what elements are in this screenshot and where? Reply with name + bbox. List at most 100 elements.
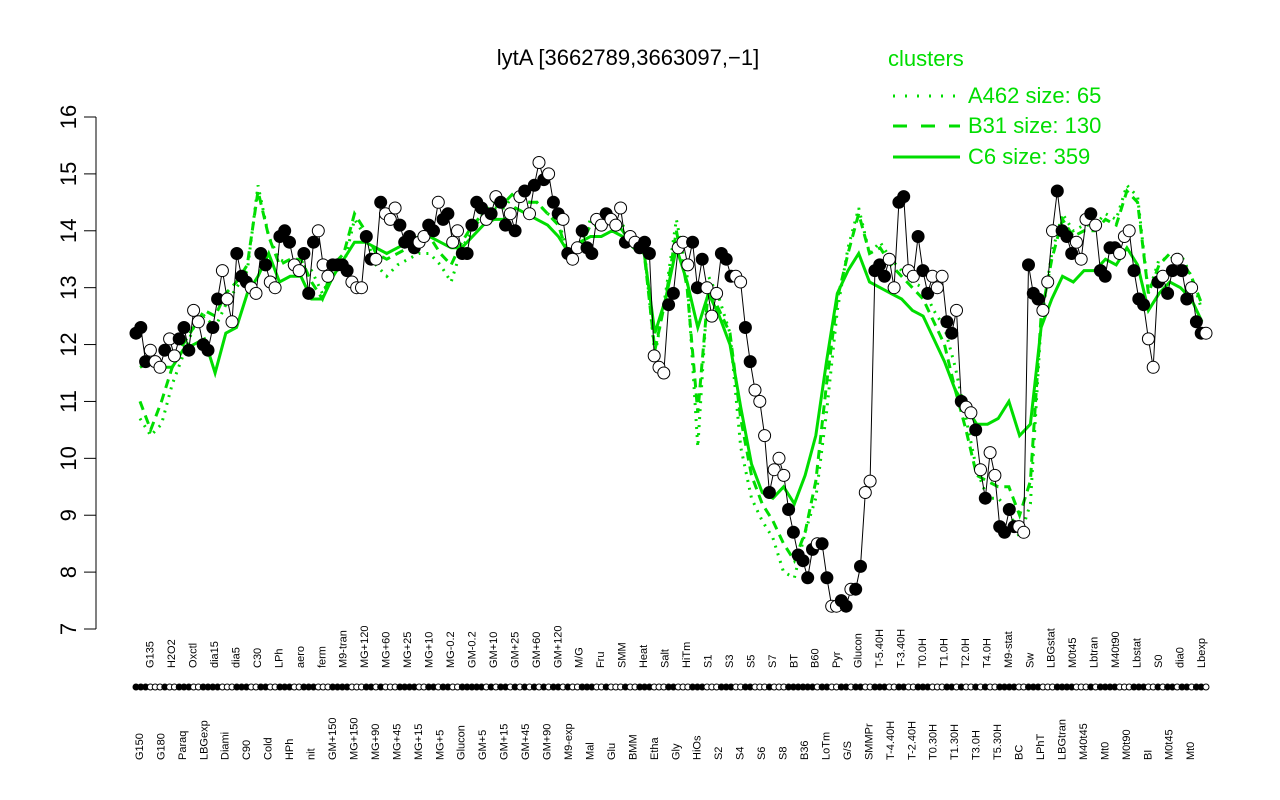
- x-tick-label: HPh: [284, 739, 296, 760]
- x-tick-label: MG-0.2: [445, 631, 457, 668]
- data-point: [527, 178, 541, 192]
- data-point: [782, 503, 796, 516]
- data-point: [431, 195, 445, 209]
- x-tick-label: MG+25: [402, 632, 414, 668]
- data-point: [906, 269, 920, 283]
- series-line-dashed: [138, 188, 1204, 565]
- data-point: [1180, 292, 1194, 306]
- x-tick-label: M9-exp: [563, 723, 575, 760]
- x-tick-label: Sw: [1024, 653, 1036, 668]
- x-tick-label: MG+120: [359, 626, 371, 669]
- data-point: [230, 247, 244, 260]
- x-tick-label: C90: [241, 740, 253, 760]
- data-point: [1069, 235, 1083, 249]
- data-point: [427, 224, 440, 238]
- data-point: [1185, 281, 1199, 295]
- data-point: [1141, 332, 1155, 346]
- data-point: [758, 429, 772, 443]
- data-point: [1031, 292, 1045, 306]
- data-point: [662, 298, 676, 312]
- data-point: [854, 559, 867, 573]
- x-tick-label: LBGstat: [1046, 628, 1058, 668]
- x-tick-label: B36: [799, 740, 811, 760]
- series-line-solid: [139, 206, 1204, 508]
- x-tick-label: S2: [713, 747, 725, 760]
- data-point: [451, 224, 464, 238]
- x-tick-label: dia5: [230, 647, 242, 668]
- data-point: [983, 446, 997, 460]
- x-tick-label: Diami: [220, 732, 232, 760]
- data-point: [882, 252, 896, 266]
- x-tick-label: LoTm: [820, 732, 832, 760]
- data-point: [321, 269, 335, 283]
- data-point: [1122, 224, 1136, 238]
- data-point: [383, 212, 397, 226]
- x-tick-label: dia15: [209, 641, 221, 668]
- y-tick-label: 10: [56, 446, 81, 470]
- data-point: [998, 525, 1011, 539]
- x-tick-label: BC: [1014, 745, 1026, 760]
- x-tick-label: Glucon: [853, 633, 865, 668]
- x-tick-label: GM+10: [488, 632, 500, 668]
- x-tick-label: MG+60: [381, 632, 393, 668]
- x-tick-label: LPhT: [1035, 733, 1047, 760]
- x-tick-label: ferm: [316, 646, 328, 668]
- x-tick-label: G/S: [842, 741, 854, 760]
- data-point: [532, 156, 546, 169]
- data-point: [268, 281, 282, 295]
- x-tick-label: GM+5: [477, 730, 489, 760]
- data-point: [878, 269, 891, 283]
- data-point: [719, 252, 733, 266]
- x-axis: G150 G135 G180 H2O2 Paraq Oxctl LBGexp dia15 Dia…: [132, 626, 1210, 760]
- y-tick-label: 7: [56, 623, 81, 635]
- x-tick-label: SMM: [617, 642, 629, 668]
- x-tick-label: BT: [788, 654, 800, 668]
- data-point: [417, 230, 431, 243]
- x-tick-label: Lbtran: [1089, 637, 1101, 668]
- x-tick-label: T-3.40H: [896, 629, 908, 668]
- x-tick-label: Mt0: [1099, 742, 1111, 760]
- data-point: [839, 599, 853, 613]
- data-point: [359, 230, 373, 243]
- x-tick-label: dia0: [1174, 647, 1186, 668]
- data-point: [475, 201, 488, 215]
- data-point: [556, 212, 570, 226]
- x-tick-label: Lbstat: [1132, 638, 1144, 668]
- legend-label-c6: C6 size: 359: [968, 144, 1090, 169]
- data-point: [1065, 247, 1079, 260]
- x-tick-label: Glu: [606, 743, 618, 760]
- data-point: [916, 264, 930, 278]
- data-point: [1137, 298, 1151, 312]
- x-tick-label: M40t90: [1110, 631, 1122, 668]
- y-tick-label: 16: [56, 105, 81, 129]
- data-point: [393, 218, 407, 232]
- data-point: [762, 486, 776, 499]
- data-point: [292, 264, 306, 278]
- plot-area: [129, 156, 1213, 613]
- data-point: [1199, 326, 1213, 340]
- data-point: [777, 468, 791, 482]
- data-point: [1017, 525, 1031, 539]
- data-point: [969, 423, 983, 437]
- x-tick-label: M0t90: [1121, 729, 1133, 760]
- data-point: [945, 326, 959, 340]
- data-point: [1036, 303, 1050, 317]
- x-tick-label: M9-stat: [1003, 631, 1015, 668]
- x-tick-label: T-4.40H: [885, 721, 897, 760]
- legend-label-b31: B31 size: 130: [968, 113, 1101, 138]
- data-point: [1113, 247, 1127, 260]
- x-tick-label: G135: [145, 641, 157, 668]
- x-tick-label: GM+90: [542, 724, 554, 760]
- data-point: [614, 201, 628, 215]
- x-tick-label: T4.0H: [981, 638, 993, 668]
- data-point: [297, 247, 311, 260]
- data-point: [686, 235, 700, 249]
- data-point: [167, 349, 181, 363]
- data-point: [499, 218, 512, 232]
- data-point: [796, 554, 810, 568]
- data-point: [1175, 264, 1189, 278]
- data-point: [441, 207, 455, 221]
- x-tick-label: S5: [745, 655, 757, 668]
- data-point: [820, 571, 834, 585]
